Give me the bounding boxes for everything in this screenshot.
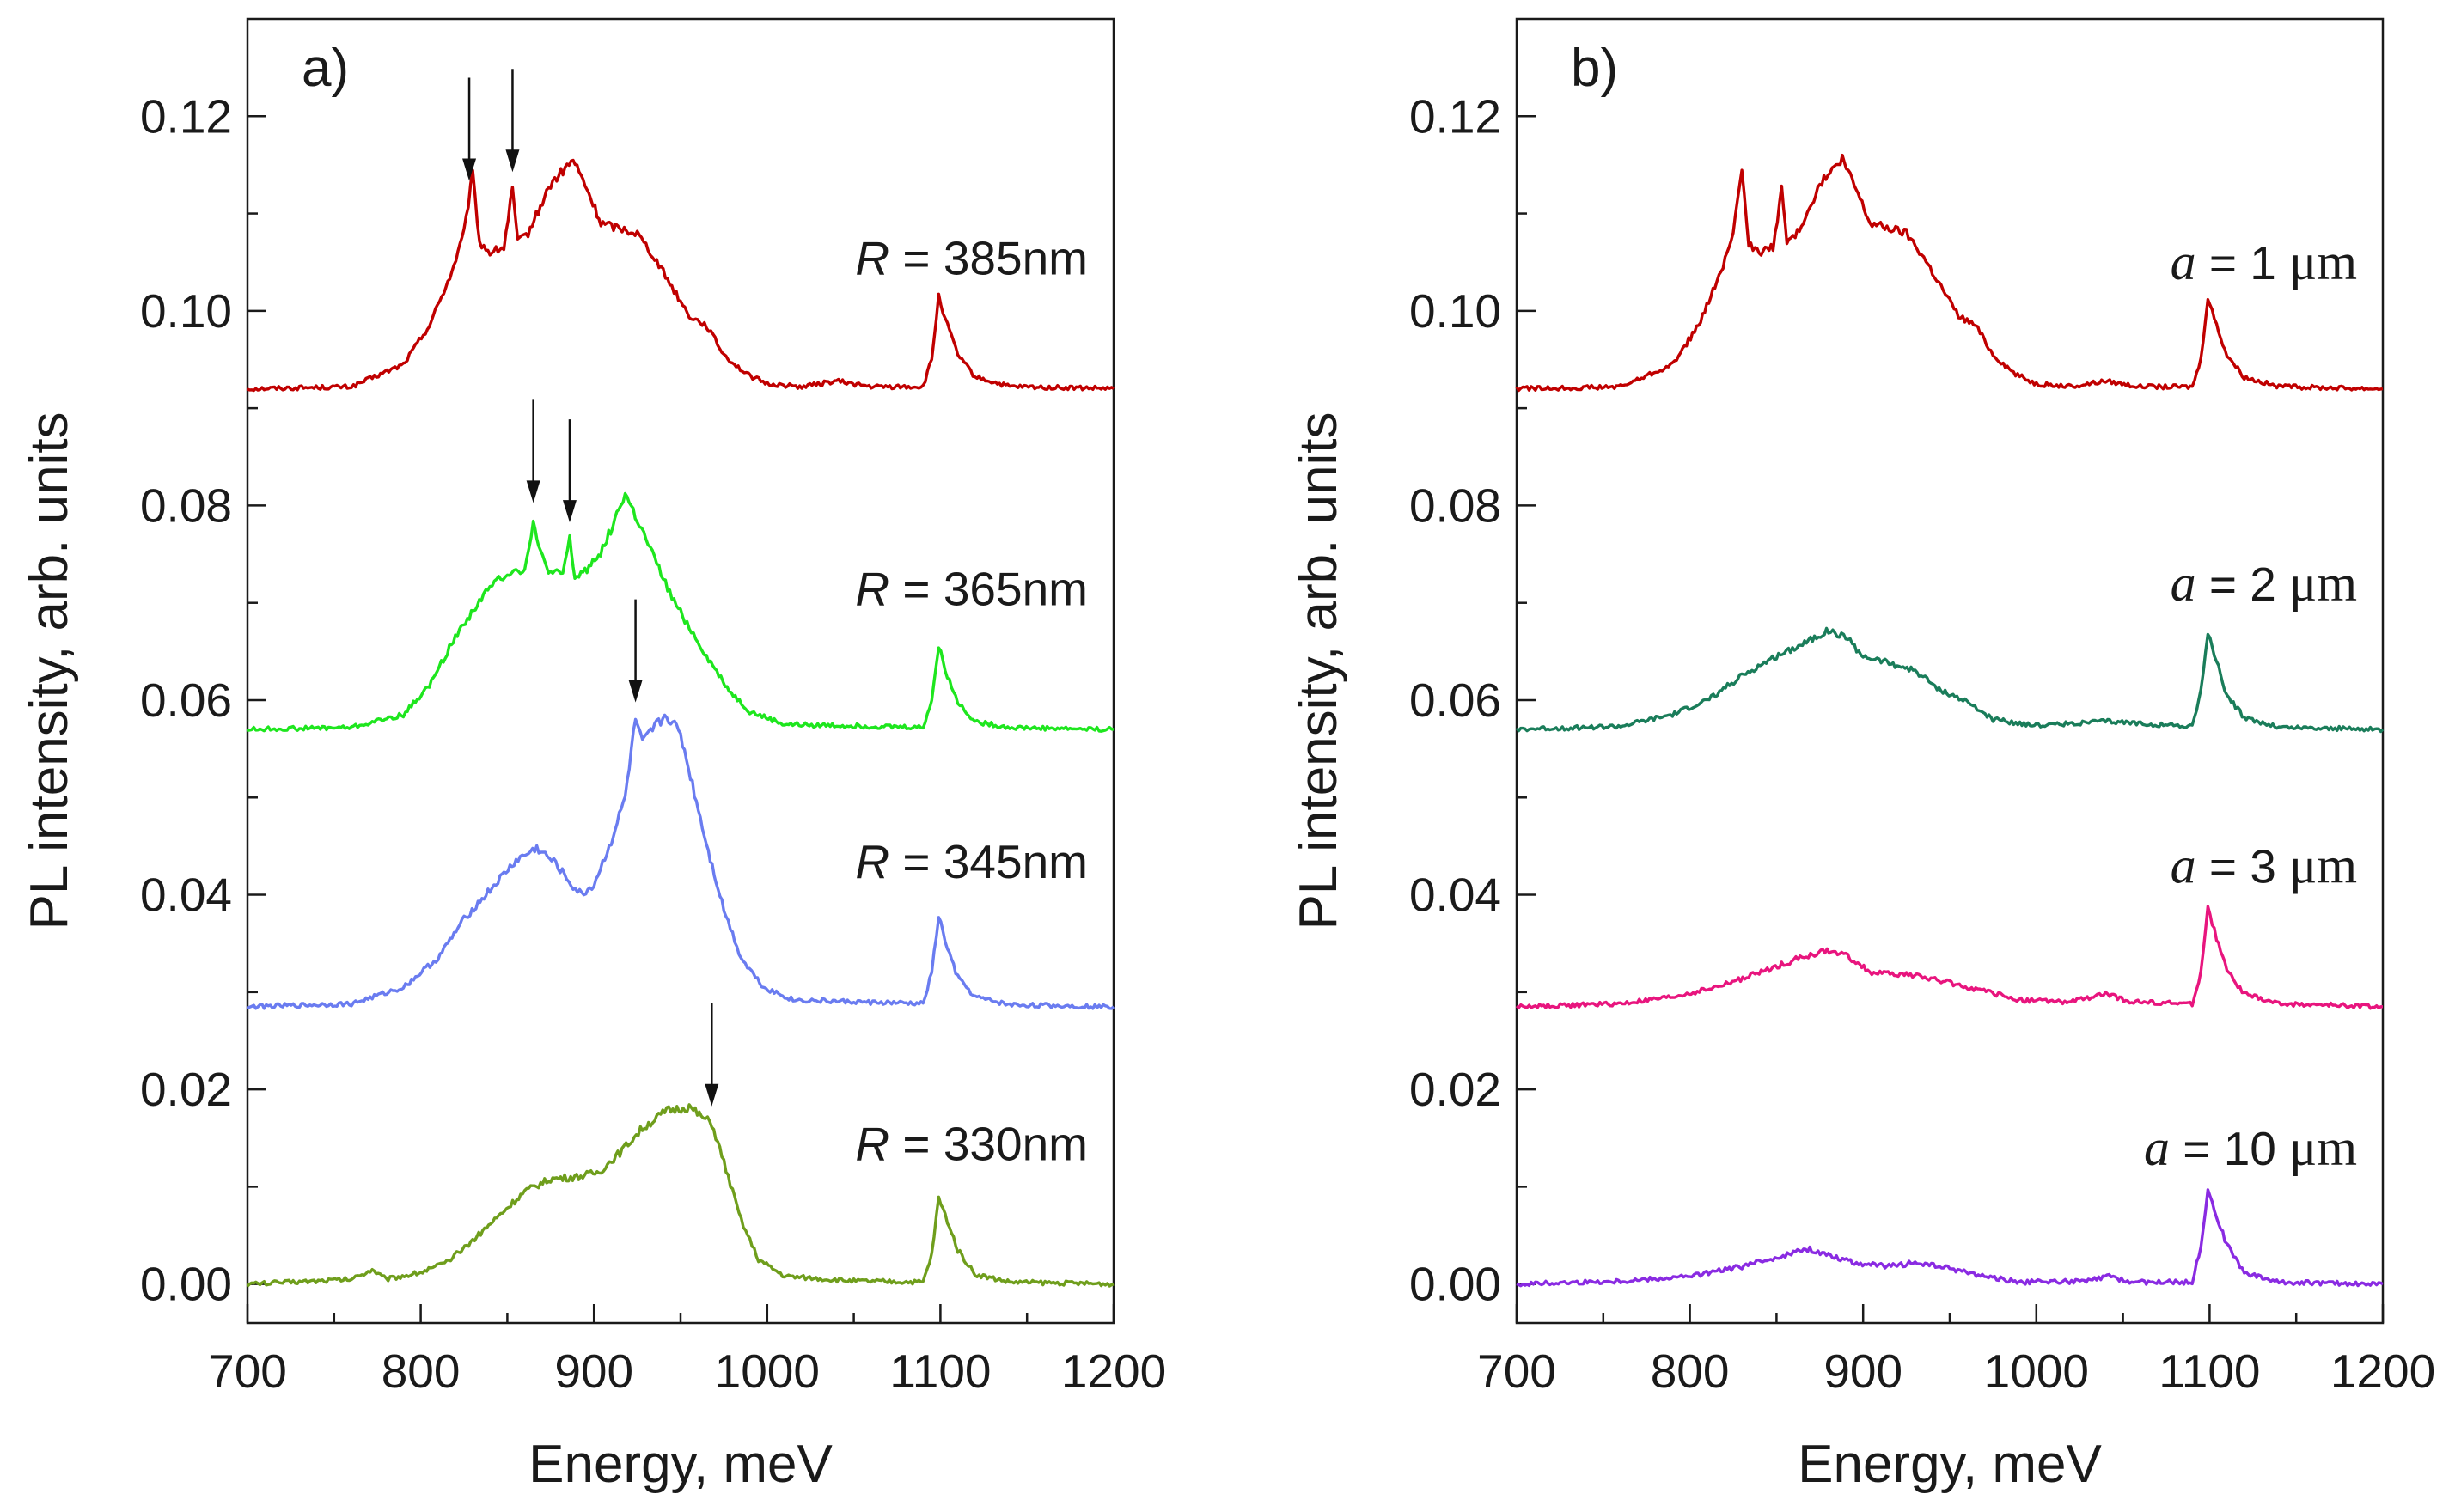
series-label: a = 10 μm <box>2144 1119 2357 1176</box>
x-tick-label: 900 <box>554 1344 633 1398</box>
y-tick-label: 0.06 <box>140 674 232 727</box>
x-tick-label: 700 <box>1477 1344 1556 1398</box>
series-label-variable: a <box>2171 234 2196 290</box>
peak-arrow <box>628 599 643 703</box>
y-tick-label: 0.12 <box>1409 89 1501 143</box>
y-tick-label: 0.06 <box>1409 674 1501 727</box>
y-tick-label: 0.00 <box>140 1258 232 1311</box>
y-tick-label: 0.00 <box>1409 1258 1501 1311</box>
y-axis-label: PL intensity, arb. units <box>1289 412 1348 930</box>
y-tick-label: 0.02 <box>140 1063 232 1116</box>
series-label: R = 365nm <box>855 563 1088 616</box>
y-tick-label: 0.12 <box>140 89 232 143</box>
series-label-variable: a <box>2144 1119 2170 1176</box>
y-tick-label: 0.10 <box>1409 284 1501 338</box>
series-line <box>1515 626 2385 734</box>
peak-arrow <box>462 77 477 181</box>
peak-arrow <box>562 419 577 523</box>
series-label-variable: R <box>855 835 889 888</box>
series-label-unit: μm <box>2289 1119 2357 1176</box>
series-line <box>247 491 1115 733</box>
panel-label: b) <box>1571 39 1618 98</box>
series-label: R = 330nm <box>855 1117 1088 1170</box>
peak-arrow <box>505 69 520 173</box>
series-label-variable: a <box>2171 555 2196 612</box>
x-tick-label: 1200 <box>1061 1344 1166 1398</box>
y-tick-label: 0.04 <box>1409 869 1501 922</box>
series-line <box>1515 153 2384 393</box>
series-line <box>247 713 1115 1010</box>
peak-arrow <box>526 399 540 503</box>
x-tick-label: 800 <box>1651 1344 1730 1398</box>
x-tick-label: 900 <box>1823 1344 1902 1398</box>
panel-label: a) <box>302 39 349 98</box>
series-label-unit: μm <box>2289 838 2357 894</box>
x-axis-label: Energy, meV <box>528 1435 833 1494</box>
series-label-value: = 330nm <box>889 1117 1088 1170</box>
y-tick-label: 0.04 <box>140 869 232 922</box>
series-label-value: = 345nm <box>889 835 1088 888</box>
y-tick-label: 0.08 <box>1409 479 1501 532</box>
x-tick-label: 1100 <box>889 1344 991 1398</box>
x-tick-label: 1200 <box>2330 1344 2435 1398</box>
series-label-value: = 2 <box>2196 558 2290 611</box>
series-label: a = 1 μm <box>2171 234 2357 290</box>
series-label-variable: a <box>2171 838 2196 894</box>
series-line <box>1516 1188 2384 1288</box>
series-label-variable: R <box>855 232 889 285</box>
x-axis-label: Energy, meV <box>1798 1435 2102 1494</box>
series-line <box>1515 905 2383 1010</box>
series-label-unit: μm <box>2289 234 2357 290</box>
x-tick-label: 1100 <box>2159 1344 2260 1398</box>
series-label-value: = 1 <box>2196 236 2290 290</box>
x-tick-label: 700 <box>208 1344 287 1398</box>
series-label-value: = 3 <box>2196 840 2290 893</box>
series-label: R = 385nm <box>855 232 1088 285</box>
series-label-value: = 385nm <box>889 232 1088 285</box>
panel-a: 700 800 900 1000 1100 1200 0.00 0.02 0.04 0.06 0.0… <box>20 17 1166 1494</box>
panel-b: 700 800 900 1000 1100 1200 0.00 0.02 0.04 0.06 0.0… <box>1289 17 2435 1494</box>
x-tick-label: 1000 <box>1984 1344 2089 1398</box>
y-axis-label: PL intensity, arb. units <box>20 412 79 930</box>
series-label-value: = 365nm <box>889 563 1088 616</box>
series-label-unit: μm <box>2289 555 2357 612</box>
y-tick-label: 0.10 <box>140 284 232 338</box>
peak-arrow <box>705 1003 719 1107</box>
series-label-value: = 10 <box>2170 1122 2289 1175</box>
series-label: R = 345nm <box>855 835 1088 888</box>
x-tick-label: 1000 <box>715 1344 820 1398</box>
y-tick-label: 0.02 <box>1409 1063 1501 1116</box>
series-label-variable: R <box>855 1117 889 1170</box>
series-line <box>246 1103 1115 1288</box>
series-label: a = 3 μm <box>2171 838 2357 894</box>
series-label: a = 2 μm <box>2171 555 2357 612</box>
series-label-variable: R <box>855 563 889 616</box>
series-line <box>247 158 1115 393</box>
y-tick-label: 0.08 <box>140 479 232 532</box>
x-tick-label: 800 <box>382 1344 461 1398</box>
